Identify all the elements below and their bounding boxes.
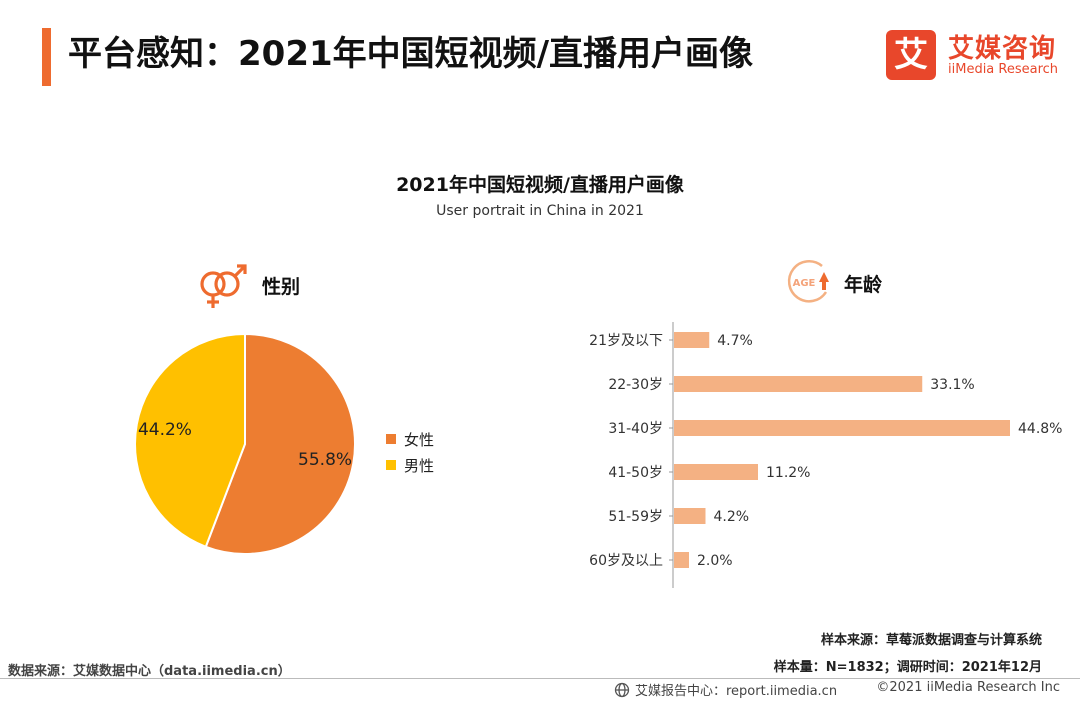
age-bar — [674, 376, 923, 392]
age-category-label: 22-30岁 — [608, 377, 663, 393]
age-bar — [674, 508, 706, 524]
pie-label-female: 55.8% — [298, 450, 352, 470]
legend-swatch-male — [386, 460, 396, 470]
iimedia-logo: 艾 艾媒咨询 iiMedia Research — [886, 30, 1066, 82]
age-category-label: 41-50岁 — [608, 465, 663, 481]
age-section-header: AGE 年龄 — [782, 258, 922, 303]
legend-item-male: 男性 — [386, 452, 434, 478]
pie-label-male: 44.2% — [138, 420, 192, 440]
age-value-label: 11.2% — [766, 465, 810, 481]
chart-title: 2021年中国短视频/直播用户画像 — [396, 174, 684, 196]
age-value-label: 2.0% — [697, 553, 733, 569]
report-center-link[interactable]: 艾媒报告中心：report.iimedia.cn — [635, 684, 838, 699]
age-category-label: 60岁及以上 — [589, 553, 663, 569]
logo-mark: 艾 — [886, 30, 936, 80]
legend-label-female: 女性 — [404, 430, 435, 449]
copyright: ©2021 iiMedia Research Inc — [876, 680, 1060, 695]
footer-report-center: 艾媒报告中心：report.iimedia.cn — [614, 680, 837, 699]
age-section-label: 年龄 — [844, 274, 883, 296]
footer-divider — [0, 678, 1080, 679]
globe-icon — [614, 682, 630, 697]
legend-item-female: 女性 — [386, 426, 434, 452]
logo-text-cn: 艾媒咨询 — [948, 34, 1057, 64]
age-category-label: 31-40岁 — [608, 421, 663, 437]
age-bar — [674, 464, 758, 480]
age-category-label: 21岁及以下 — [589, 333, 663, 349]
logo-text-en: iiMedia Research — [948, 62, 1059, 77]
title-accent-bar — [42, 28, 51, 86]
legend-label-male: 男性 — [404, 456, 435, 475]
age-bar-chart: 21岁及以下 4.7% 22-30岁 33.1% 31-40岁 44.8% 41-50岁 11… — [589, 322, 1062, 588]
pie-slice-male — [134, 332, 246, 549]
age-bar — [674, 332, 710, 348]
age-bar — [674, 552, 689, 568]
sample-notes: 样本来源：草莓派数据调查与计算系统 样本量：N=1832；调研时间：2021年1… — [774, 627, 1042, 681]
gender-symbol-icon — [200, 264, 247, 308]
gender-legend: 女性 男性 — [386, 426, 434, 478]
age-icon-text: AGE — [793, 278, 816, 289]
age-up-icon: AGE — [787, 260, 829, 303]
age-bar — [674, 420, 1010, 436]
legend-swatch-female — [386, 434, 396, 444]
sample-source-note: 样本来源：草莓派数据调查与计算系统 — [820, 633, 1042, 648]
gender-section-header: 性别 — [196, 262, 336, 308]
age-value-label: 33.1% — [930, 377, 974, 393]
data-source-note: 数据来源：艾媒数据中心（data.iimedia.cn） — [8, 664, 291, 679]
age-category-label: 51-59岁 — [608, 509, 663, 525]
pie-slice-female — [204, 332, 356, 555]
gender-section-label: 性别 — [262, 276, 301, 298]
chart-subtitle: User portrait in China in 2021 — [436, 203, 644, 219]
sample-size-note: 样本量：N=1832；调研时间：2021年12月 — [773, 660, 1042, 675]
gender-pie-chart: 55.8% 44.2% — [134, 332, 356, 555]
age-value-label: 44.8% — [1018, 421, 1062, 437]
age-value-label: 4.7% — [717, 333, 753, 349]
page-title: 平台感知：2021年中国短视频/直播用户画像 — [68, 34, 754, 74]
age-value-label: 4.2% — [714, 509, 750, 525]
